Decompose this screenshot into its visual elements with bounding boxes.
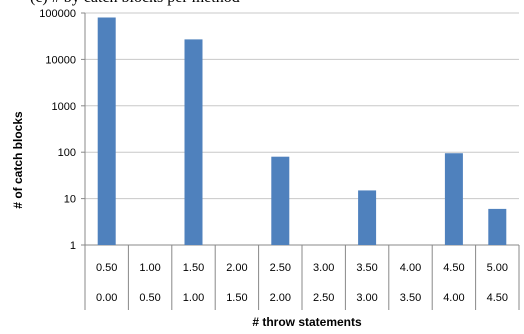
y-tick-labels: 1 10 100 1000 10000 100000 — [39, 8, 76, 252]
x-category-label-upper: 1.50 — [183, 262, 204, 274]
x-category-label-lower: 3.00 — [356, 292, 377, 304]
y-axis-label: # of catch blocks — [11, 111, 25, 209]
x-axis-label: # throw statements — [252, 315, 362, 329]
bar — [488, 208, 507, 245]
x-category-label-lower: 2.00 — [270, 292, 291, 304]
x-category-label-upper: 2.50 — [270, 262, 291, 274]
x-category-label-lower: 0.50 — [139, 292, 160, 304]
bar — [97, 17, 116, 245]
bar — [358, 190, 377, 245]
x-category-label-upper: 2.00 — [226, 262, 247, 274]
y-tick-label: 10000 — [45, 54, 76, 66]
x-category-label-lower: 4.50 — [487, 292, 508, 304]
x-category-label-upper: 1.00 — [139, 262, 160, 274]
x-category-label-upper: 4.50 — [443, 262, 464, 274]
x-category-label-lower: 1.00 — [183, 292, 204, 304]
y-tick-label: 1 — [70, 240, 76, 252]
figure-caption: (c) # by catch blocks per method — [0, 0, 524, 9]
x-category-label-lower: 2.50 — [313, 292, 334, 304]
x-category-label-lower: 0.00 — [96, 292, 117, 304]
x-category-label-upper: 3.50 — [356, 262, 377, 274]
x-category-label-lower: 4.00 — [443, 292, 464, 304]
x-category-table: 0.50 1.00 1.50 2.00 2.50 3.00 3.50 4.00 4.50 5.00… — [84, 245, 520, 310]
y-tick-label: 10 — [64, 194, 76, 206]
y-tick-label: 100 — [58, 147, 76, 159]
bar — [444, 153, 463, 245]
x-category-label-upper: 5.00 — [487, 262, 508, 274]
bar — [271, 156, 290, 245]
x-category-label-upper: 0.50 — [96, 262, 117, 274]
x-category-label-upper: 3.00 — [313, 262, 334, 274]
bar — [184, 39, 203, 245]
x-category-label-lower: 3.50 — [400, 292, 421, 304]
bars — [97, 17, 507, 245]
x-category-label-lower: 1.50 — [226, 292, 247, 304]
y-tick-label: 1000 — [52, 101, 76, 113]
x-category-label-upper: 4.00 — [400, 262, 421, 274]
y-tick-label: 100000 — [39, 8, 76, 20]
